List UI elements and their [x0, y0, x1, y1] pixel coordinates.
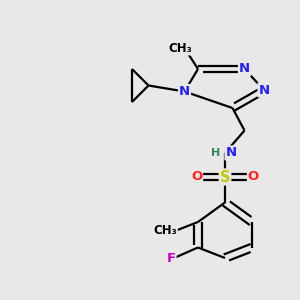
Text: H: H	[212, 148, 220, 158]
Text: S: S	[220, 169, 230, 184]
Text: CH₃: CH₃	[168, 41, 192, 55]
Text: N: N	[239, 62, 250, 76]
Text: N: N	[225, 146, 237, 160]
Text: CH₃: CH₃	[153, 224, 177, 238]
Text: N: N	[179, 85, 190, 98]
Text: F: F	[167, 251, 176, 265]
Text: N: N	[258, 83, 270, 97]
Text: O: O	[191, 170, 202, 184]
Text: O: O	[248, 170, 259, 184]
